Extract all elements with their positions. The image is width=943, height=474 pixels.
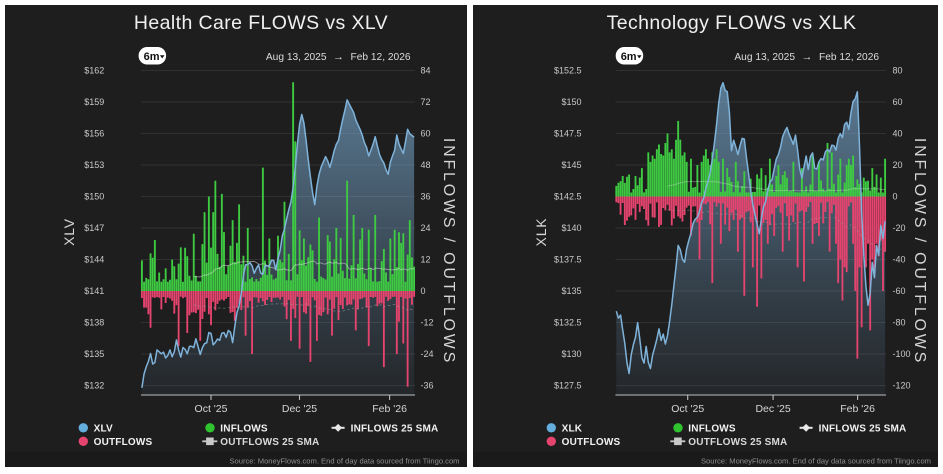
svg-text:Dec '25: Dec '25 [755,403,790,415]
svg-text:0: 0 [421,286,426,296]
svg-text:$135: $135 [84,349,104,359]
svg-text:INFLOWS / OUTFLOWS: INFLOWS / OUTFLOWS [911,138,928,365]
svg-text:20: 20 [893,160,903,170]
svg-text:INFLOWS: INFLOWS [688,424,736,435]
svg-text:-100: -100 [893,349,911,359]
svg-text:-120: -120 [893,381,911,391]
svg-text:Feb 12, 2026: Feb 12, 2026 [351,52,411,63]
svg-text:INFLOWS 25 SMA: INFLOWS 25 SMA [819,424,907,435]
svg-text:40: 40 [893,129,903,139]
svg-text:Oct '25: Oct '25 [195,403,228,415]
svg-text:Dec '25: Dec '25 [282,403,317,415]
svg-text:$132.5: $132.5 [554,318,582,328]
svg-text:INFLOWS / OUTFLOWS: INFLOWS / OUTFLOWS [440,138,457,365]
svg-text:$141: $141 [84,286,104,296]
svg-text:$152.5: $152.5 [554,66,582,76]
svg-text:Aug 13, 2025: Aug 13, 2025 [734,52,795,63]
svg-text:84: 84 [421,66,431,76]
svg-text:-24: -24 [421,349,434,359]
svg-text:$137.5: $137.5 [554,255,582,265]
svg-text:XLK: XLK [562,424,583,435]
svg-text:Technology FLOWS vs XLK: Technology FLOWS vs XLK [607,12,857,34]
svg-text:$140: $140 [561,223,581,233]
svg-text:$135: $135 [561,286,581,296]
svg-text:12: 12 [421,255,431,265]
svg-text:-12: -12 [421,318,434,328]
svg-text:72: 72 [421,97,431,107]
svg-text:-36: -36 [421,381,434,391]
svg-text:OUTFLOWS 25 SMA: OUTFLOWS 25 SMA [688,437,787,448]
svg-text:OUTFLOWS 25 SMA: OUTFLOWS 25 SMA [220,437,319,448]
svg-text:Source: MoneyFlows.com. End of: Source: MoneyFlows.com. End of day data … [701,457,931,466]
svg-text:XLV: XLV [61,218,77,246]
svg-text:$150: $150 [561,97,581,107]
svg-text:$142.5: $142.5 [554,192,582,202]
svg-text:OUTFLOWS: OUTFLOWS [94,437,153,448]
svg-text:-20: -20 [893,223,906,233]
svg-text:$145: $145 [561,160,581,170]
svg-text:XLK: XLK [533,218,549,247]
svg-text:-40: -40 [893,255,906,265]
svg-text:OUTFLOWS: OUTFLOWS [562,437,621,448]
svg-text:$159: $159 [84,97,104,107]
svg-text:$130: $130 [561,349,581,359]
svg-text:→: → [802,51,813,63]
svg-text:-80: -80 [893,318,906,328]
svg-text:$153: $153 [84,160,104,170]
svg-text:Feb 12, 2026: Feb 12, 2026 [819,52,879,63]
svg-text:$156: $156 [84,129,104,139]
svg-text:6m: 6m [144,51,160,63]
svg-text:Oct '25: Oct '25 [671,403,704,415]
svg-text:-60: -60 [893,286,906,296]
svg-text:6m: 6m [621,51,637,63]
svg-text:$127.5: $127.5 [554,381,582,391]
svg-text:$147: $147 [84,223,104,233]
svg-text:Health Care FLOWS vs XLV: Health Care FLOWS vs XLV [134,12,388,34]
svg-text:Feb '26: Feb '26 [840,403,875,415]
svg-text:INFLOWS: INFLOWS [220,424,268,435]
svg-text:Aug 13, 2025: Aug 13, 2025 [266,52,327,63]
svg-text:$144: $144 [84,255,104,265]
svg-text:36: 36 [421,192,431,202]
svg-text:0: 0 [893,192,898,202]
svg-text:$147.5: $147.5 [554,129,582,139]
svg-text:$132: $132 [84,381,104,391]
svg-text:XLV: XLV [94,424,113,435]
svg-text:48: 48 [421,160,431,170]
svg-text:$162: $162 [84,66,104,76]
svg-text:Source: MoneyFlows.com. End of: Source: MoneyFlows.com. End of day data … [229,457,459,466]
svg-text:Feb '26: Feb '26 [372,403,407,415]
svg-text:INFLOWS 25 SMA: INFLOWS 25 SMA [351,424,439,435]
svg-text:→: → [333,51,344,63]
svg-text:60: 60 [893,97,903,107]
svg-text:$150: $150 [84,192,104,202]
svg-text:60: 60 [421,129,431,139]
svg-text:80: 80 [893,66,903,76]
svg-text:24: 24 [421,223,431,233]
svg-text:$138: $138 [84,318,104,328]
